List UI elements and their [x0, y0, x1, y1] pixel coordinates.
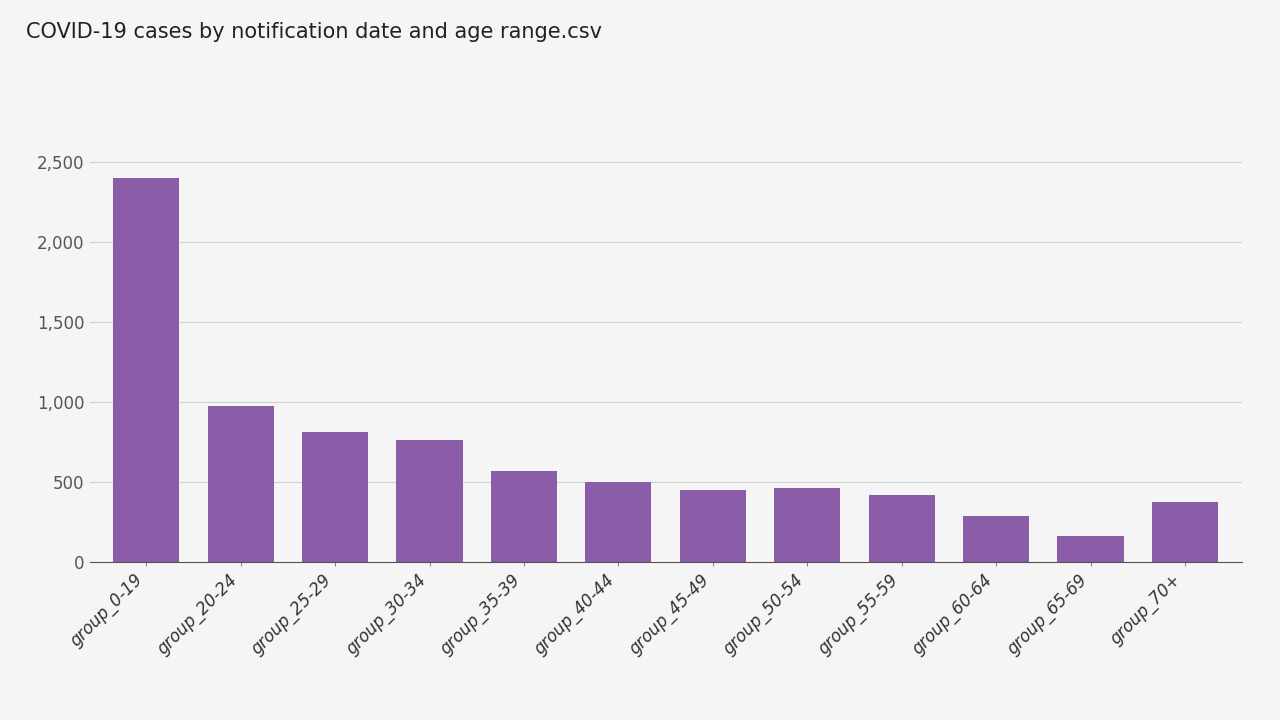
Bar	[113, 178, 179, 562]
Bar	[302, 432, 369, 562]
Bar	[680, 490, 746, 562]
Bar	[585, 482, 652, 562]
Bar	[397, 440, 462, 562]
Bar	[1057, 536, 1124, 562]
Bar	[774, 488, 840, 562]
Bar	[963, 516, 1029, 562]
Bar	[869, 495, 934, 562]
Bar	[207, 406, 274, 562]
Bar	[492, 471, 557, 562]
Bar	[1152, 503, 1219, 562]
Text: COVID-19 cases by notification date and age range.csv: COVID-19 cases by notification date and …	[26, 22, 602, 42]
